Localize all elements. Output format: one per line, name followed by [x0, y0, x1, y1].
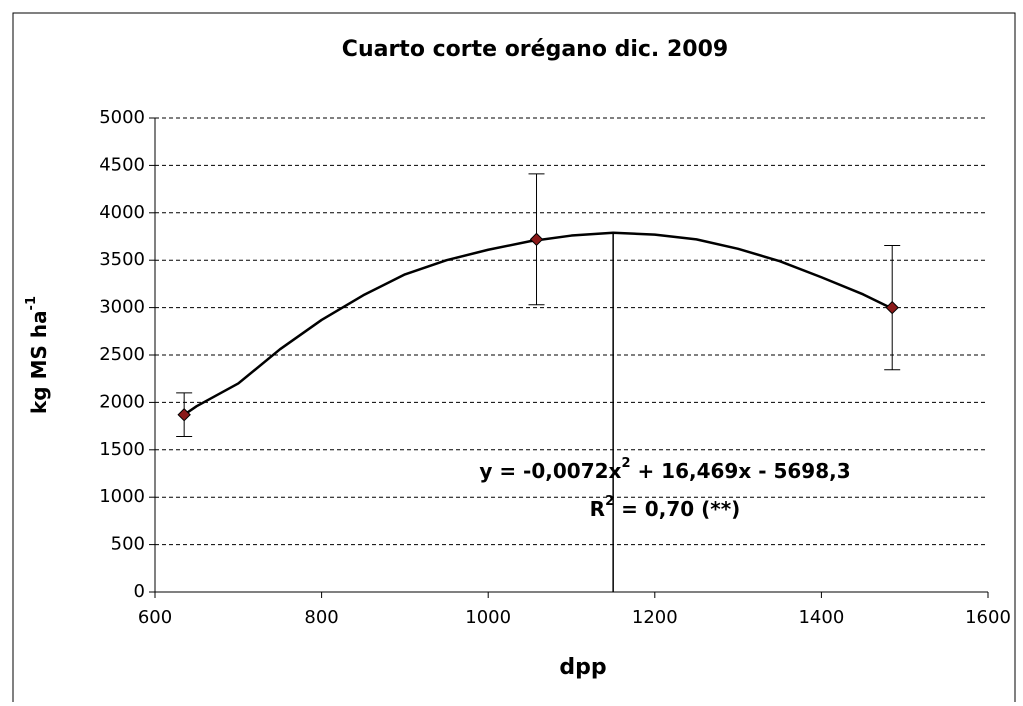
y-axis-title: kg MS ha-1 [24, 296, 51, 414]
x-tick-label: 800 [304, 607, 338, 628]
x-tick-label: 1200 [632, 607, 678, 628]
y-tick-label: 4500 [99, 154, 145, 175]
y-tick-label: 3500 [99, 249, 145, 270]
y-tick-label: 1500 [99, 439, 145, 460]
data-point [529, 232, 544, 247]
y-tick-label: 1000 [99, 486, 145, 507]
r-squared-part: R [590, 497, 605, 521]
y-tick-label: 0 [134, 581, 145, 602]
data-point [885, 300, 899, 315]
x-axis-title: dpp [559, 655, 606, 680]
trendline-equation: y = -0,0072x2 + 16,469x - 5698,3 [479, 456, 850, 483]
x-tick-label: 1000 [465, 607, 511, 628]
r-squared: R2 = 0,70 (**) [590, 494, 741, 521]
trendline-equation-part: + 16,469x - 5698,3 [630, 459, 850, 483]
y-tick-label: 2500 [99, 344, 145, 365]
x-tick-label: 600 [138, 607, 172, 628]
r-squared-part: = 0,70 (**) [614, 497, 740, 521]
y-tick-label: 2000 [99, 391, 145, 412]
y-axis-title-sup: -1 [24, 296, 39, 310]
chart-title: Cuarto corte orégano dic. 2009 [342, 37, 728, 62]
y-tick-label: 5000 [99, 107, 145, 128]
y-tick-label: 500 [111, 534, 145, 555]
trendline-equation-part: y = -0,0072x [479, 459, 621, 483]
y-tick-label: 4000 [99, 202, 145, 223]
x-tick-label: 1400 [798, 607, 844, 628]
x-tick-label: 1600 [965, 607, 1011, 628]
r-squared-part: 2 [605, 494, 614, 509]
data-point [177, 408, 191, 422]
chart-frame [12, 12, 1016, 706]
trendline [183, 231, 893, 416]
y-axis-title-main: kg MS ha [27, 310, 51, 414]
y-tick-label: 3000 [99, 297, 145, 318]
trendline-equation-part: 2 [621, 456, 630, 471]
